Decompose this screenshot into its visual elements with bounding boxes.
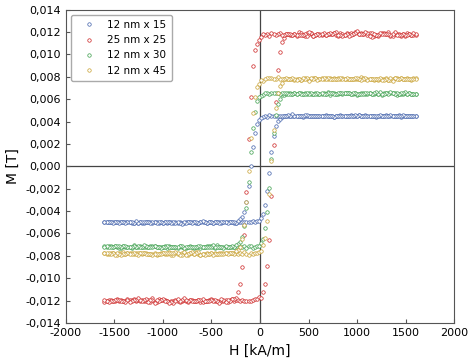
Line: 25 nm x 25: 25 nm x 25: [103, 30, 417, 304]
25 nm x 25: [101, 299, 107, 304]
25 nm x 25: [413, 33, 419, 37]
12 nm x 30: [413, 92, 419, 97]
12 nm x 15: [179, 221, 184, 225]
12 nm x 45: [206, 252, 212, 256]
12 nm x 30: [266, 185, 272, 190]
12 nm x 15: [363, 113, 368, 117]
12 nm x 45: [358, 75, 364, 79]
X-axis label: H [kA/m]: H [kA/m]: [229, 343, 291, 358]
25 nm x 25: [319, 32, 324, 37]
25 nm x 25: [198, 300, 203, 304]
25 nm x 25: [266, 238, 272, 242]
12 nm x 45: [171, 253, 176, 257]
12 nm x 30: [206, 244, 212, 248]
12 nm x 30: [363, 91, 368, 96]
12 nm x 45: [413, 76, 419, 80]
12 nm x 45: [319, 76, 324, 81]
Line: 12 nm x 15: 12 nm x 15: [103, 113, 417, 225]
12 nm x 15: [101, 220, 107, 224]
12 nm x 45: [363, 77, 368, 81]
12 nm x 15: [206, 220, 212, 224]
12 nm x 45: [279, 81, 285, 85]
Y-axis label: M [T]: M [T]: [6, 148, 19, 184]
12 nm x 30: [325, 90, 331, 95]
12 nm x 30: [101, 244, 107, 249]
12 nm x 15: [227, 220, 233, 225]
25 nm x 25: [206, 298, 212, 302]
12 nm x 30: [319, 92, 324, 97]
12 nm x 15: [279, 115, 285, 119]
12 nm x 30: [198, 246, 203, 250]
12 nm x 15: [413, 114, 419, 118]
Line: 12 nm x 30: 12 nm x 30: [103, 91, 417, 250]
12 nm x 30: [227, 245, 233, 249]
25 nm x 25: [363, 30, 368, 35]
25 nm x 25: [279, 40, 285, 45]
Line: 12 nm x 45: 12 nm x 45: [103, 76, 417, 257]
12 nm x 45: [266, 191, 272, 196]
Legend: 12 nm x 15, 25 nm x 25, 12 nm x 30, 12 nm x 45: 12 nm x 15, 25 nm x 25, 12 nm x 30, 12 n…: [71, 15, 172, 81]
12 nm x 30: [279, 93, 285, 98]
12 nm x 15: [266, 171, 272, 175]
12 nm x 15: [337, 113, 343, 117]
25 nm x 25: [227, 298, 233, 302]
12 nm x 15: [319, 114, 324, 118]
12 nm x 45: [227, 251, 233, 255]
12 nm x 45: [101, 251, 107, 256]
25 nm x 25: [352, 30, 358, 34]
